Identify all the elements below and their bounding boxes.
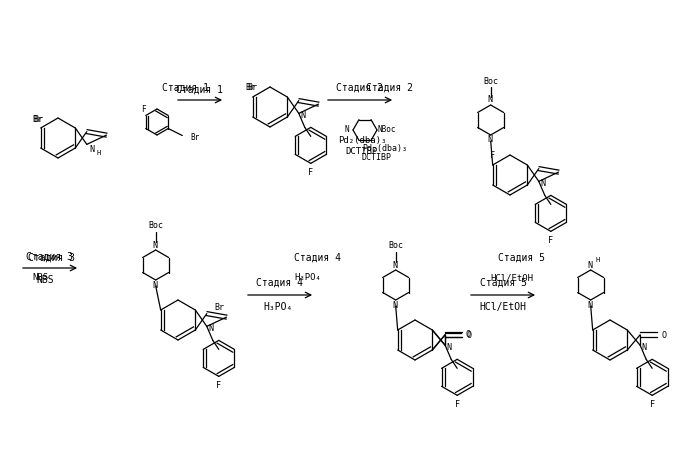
Text: NBS: NBS — [36, 275, 54, 285]
Text: N: N — [152, 241, 158, 250]
Text: H₃PO₄: H₃PO₄ — [263, 302, 293, 312]
Text: Boc: Boc — [483, 77, 498, 85]
Text: N: N — [392, 301, 397, 310]
Text: DCTIBP: DCTIBP — [346, 148, 378, 157]
Text: HCl/EtOH: HCl/EtOH — [491, 273, 533, 282]
Text: H₃PO₄: H₃PO₄ — [295, 273, 321, 282]
Text: Стадия 1: Стадия 1 — [162, 83, 209, 93]
Text: Стадия 5: Стадия 5 — [480, 278, 526, 288]
Text: Br: Br — [33, 114, 43, 123]
Text: Boc: Boc — [148, 222, 163, 231]
Text: N: N — [90, 145, 95, 154]
Text: Стадия 2: Стадия 2 — [367, 83, 414, 93]
Text: H: H — [596, 257, 600, 263]
Text: Стадия 2: Стадия 2 — [337, 83, 384, 93]
Text: Br: Br — [190, 133, 199, 142]
Text: N: N — [392, 261, 397, 270]
Text: NBoc: NBoc — [378, 125, 396, 134]
Text: Boc: Boc — [389, 242, 403, 251]
Text: F: F — [455, 400, 460, 409]
Text: O: O — [466, 330, 470, 339]
Text: Стадия 1: Стадия 1 — [176, 85, 223, 95]
Text: Br: Br — [34, 114, 43, 123]
Text: F: F — [490, 152, 495, 161]
Text: N: N — [300, 111, 305, 120]
Text: N: N — [209, 324, 214, 333]
Text: F: F — [548, 236, 553, 245]
Text: N: N — [487, 95, 492, 104]
Text: Pd₂(dba)₃: Pd₂(dba)₃ — [338, 135, 386, 144]
Text: DCTIBP: DCTIBP — [362, 153, 392, 163]
Text: F: F — [141, 105, 146, 114]
Text: O: O — [467, 331, 472, 340]
Text: Стадия 3: Стадия 3 — [27, 252, 74, 262]
Text: Стадия 5: Стадия 5 — [498, 253, 545, 263]
Text: HCl/EtOH: HCl/EtOH — [480, 302, 526, 312]
Text: F: F — [650, 400, 654, 409]
Text: H: H — [97, 150, 101, 156]
Text: N: N — [587, 301, 592, 310]
Text: Br: Br — [248, 84, 258, 93]
Text: O: O — [662, 331, 666, 340]
Text: N: N — [447, 343, 452, 352]
Text: F: F — [216, 381, 221, 390]
Text: Стадия 4: Стадия 4 — [256, 278, 304, 288]
Text: NBS: NBS — [32, 273, 48, 282]
Text: N: N — [540, 179, 545, 188]
Text: N: N — [642, 343, 647, 352]
Text: N: N — [487, 135, 492, 144]
Text: N: N — [587, 261, 592, 270]
Text: N: N — [344, 125, 349, 134]
Text: Стадия 3: Стадия 3 — [29, 253, 76, 263]
Text: F: F — [308, 168, 314, 177]
Text: Br: Br — [215, 303, 225, 312]
Text: Pd₂(dba)₃: Pd₂(dba)₃ — [362, 143, 407, 153]
Text: Br: Br — [246, 84, 256, 93]
Text: Стадия 4: Стадия 4 — [295, 253, 342, 263]
Text: N: N — [152, 281, 158, 290]
